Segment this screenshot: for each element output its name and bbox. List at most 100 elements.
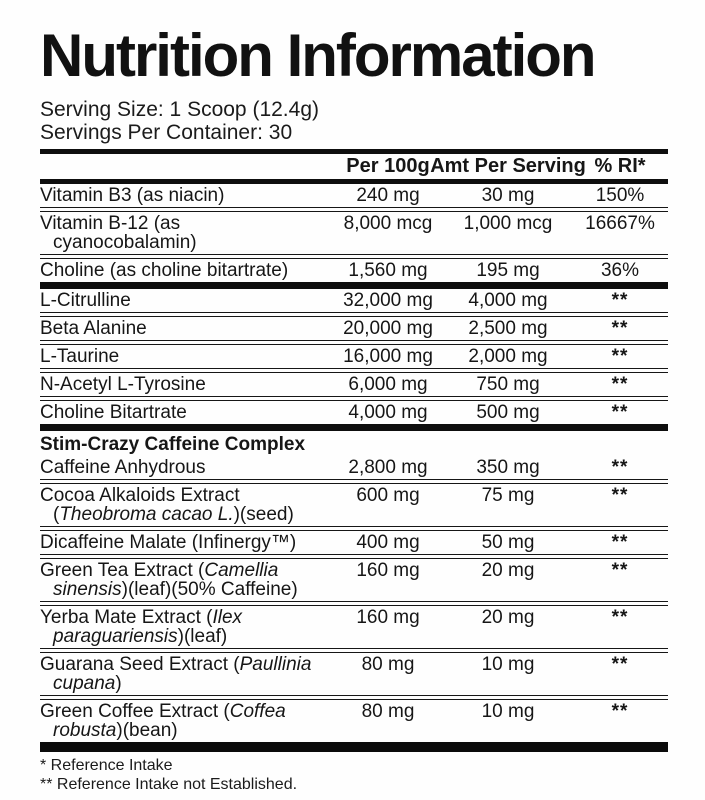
ingredient-name-text: )(leaf)	[177, 626, 228, 647]
ingredient-name: Green Tea Extract (Camellia sinensis)(lea…	[40, 561, 332, 599]
ingredient-name: L-Taurine	[40, 347, 332, 366]
ingredient-name-text: Green Coffee Extract (	[40, 701, 230, 722]
per-100g-value: 1,560 mg	[348, 260, 428, 281]
ri-value: **	[611, 485, 629, 506]
amt-per-serving-value: 75 mg	[481, 485, 535, 506]
ri-value: **	[611, 457, 629, 478]
table-row: Choline Bitartrate 4,000 mg 500 mg **	[40, 401, 668, 424]
row-separator	[40, 479, 668, 484]
ingredient-name-text: Choline (as choline bitartrate)	[40, 260, 289, 281]
table-row: Green Coffee Extract (Coffea robusta)(bea…	[40, 700, 668, 742]
column-header-amt-per-serving: Amt Per Serving	[430, 155, 586, 177]
per-100g-value: 2,800 mg	[348, 457, 428, 478]
row-separator	[40, 312, 668, 317]
row-separator	[40, 648, 668, 653]
column-header-ri: % RI*	[594, 155, 646, 177]
per-100g-value: 20,000 mg	[343, 318, 433, 339]
header-top-rule	[40, 149, 668, 154]
amt-per-serving-value: 750 mg	[476, 374, 540, 395]
ri-value: **	[611, 532, 629, 553]
ingredient-name-text: N-Acetyl L-Tyrosine	[40, 374, 206, 395]
ri-value: 36%	[600, 260, 640, 281]
ingredient-name: Cocoa Alkaloids Extract (Theobroma cacao …	[40, 486, 332, 524]
ri-value: **	[611, 318, 629, 339]
per-100g-value: 600 mg	[356, 485, 420, 506]
table-row: Yerba Mate Extract (Ilex paraguariensis)(…	[40, 606, 668, 648]
ingredient-botanical-name: cupana	[53, 673, 116, 694]
footnote-reference-intake: * Reference Intake	[40, 757, 173, 774]
ingredient-name: Vitamin B-12 (as cyanocobalamin)	[40, 214, 332, 252]
ingredient-name: Green Coffee Extract (Coffea robusta)(bea…	[40, 702, 332, 740]
row-separator	[40, 601, 668, 606]
per-100g-value: 160 mg	[356, 560, 420, 581]
section-bar	[40, 424, 668, 431]
table-row: L-Taurine 16,000 mg 2,000 mg **	[40, 345, 668, 368]
amt-per-serving-value: 500 mg	[476, 402, 540, 423]
ri-value: **	[611, 560, 629, 581]
row-separator	[40, 254, 668, 259]
amt-per-serving-value: 4,000 mg	[468, 290, 548, 311]
serving-size: Serving Size: 1 Scoop (12.4g)	[40, 98, 319, 121]
amt-per-serving-value: 10 mg	[481, 701, 535, 722]
ingredient-name: Choline Bitartrate	[40, 403, 332, 422]
per-100g-value: 16,000 mg	[343, 346, 433, 367]
amt-per-serving-value: 10 mg	[481, 654, 535, 675]
ingredient-name-text: )(bean)	[116, 720, 178, 741]
amt-per-serving-value: 195 mg	[476, 260, 540, 281]
row-separator	[40, 526, 668, 531]
per-100g-value: 240 mg	[356, 185, 420, 206]
ingredient-name-text: cyanocobalamin)	[53, 232, 197, 253]
ingredient-name-text: Guarana Seed Extract (	[40, 654, 240, 675]
ingredient-name-text: Green Tea Extract (	[40, 560, 205, 581]
ingredient-name-text: L-Taurine	[40, 346, 120, 367]
ri-value: **	[611, 607, 629, 628]
table-row: Dicaffeine Malate (Infinergy™) 400 mg 50 m…	[40, 531, 668, 554]
per-100g-value: 4,000 mg	[348, 402, 428, 423]
ri-value: **	[611, 402, 629, 423]
ingredient-botanical-name: Theobroma cacao L.	[59, 504, 234, 525]
table-row: Choline (as choline bitartrate) 1,560 mg 1…	[40, 259, 668, 282]
bottom-bar	[40, 742, 668, 752]
row-separator	[40, 554, 668, 559]
ingredient-name-text: (	[53, 504, 60, 525]
per-100g-value: 80 mg	[361, 701, 415, 722]
amt-per-serving-value: 20 mg	[481, 560, 535, 581]
ri-value: **	[611, 290, 629, 311]
ingredient-botanical-name: Paullinia	[239, 654, 312, 675]
table-row: Cocoa Alkaloids Extract (Theobroma cacao …	[40, 484, 668, 526]
row-separator	[40, 207, 668, 212]
ingredient-name: Choline (as choline bitartrate)	[40, 261, 332, 280]
row-separator	[40, 340, 668, 345]
column-header-per-100g: Per 100g	[346, 155, 430, 177]
ingredient-name-text: L-Citrulline	[40, 290, 131, 311]
section-bar	[40, 282, 668, 289]
per-100g-value: 400 mg	[356, 532, 420, 553]
ingredient-name: Dicaffeine Malate (Infinergy™)	[40, 533, 332, 552]
ingredient-name: Beta Alanine	[40, 319, 332, 338]
section-heading: Stim-Crazy Caffeine Complex	[40, 434, 306, 455]
table-row: Vitamin B-12 (as cyanocobalamin) 8,000 mcg…	[40, 212, 668, 254]
table-row: Guarana Seed Extract (Paullinia cupana) 80…	[40, 653, 668, 695]
ingredient-name: L-Citrulline	[40, 291, 332, 310]
row-separator	[40, 695, 668, 700]
servings-per-container: Servings Per Container: 30	[40, 121, 293, 144]
footnotes: * Reference Intake ** Reference Intake n…	[40, 756, 668, 794]
ingredient-name-text: )	[115, 673, 122, 694]
ingredient-name-text: Vitamin B-12 (as	[40, 213, 181, 234]
table-row: Caffeine Anhydrous 2,800 mg 350 mg **	[40, 456, 668, 479]
ingredient-name: Yerba Mate Extract (Ilex paraguariensis)(…	[40, 608, 332, 646]
per-100g-value: 8,000 mcg	[343, 213, 433, 234]
ingredient-name-text: Caffeine Anhydrous	[40, 457, 206, 478]
amt-per-serving-value: 2,500 mg	[468, 318, 548, 339]
page-title: Nutrition Information	[40, 22, 597, 89]
ingredient-botanical-name: Camellia	[204, 560, 279, 581]
table-header: Per 100g Amt Per Serving % RI*	[40, 154, 668, 179]
table-body: Vitamin B3 (as niacin) 240 mg 30 mg 150% Vit…	[40, 184, 668, 752]
table-row: L-Citrulline 32,000 mg 4,000 mg **	[40, 289, 668, 312]
amt-per-serving-value: 350 mg	[476, 457, 540, 478]
amt-per-serving-value: 1,000 mcg	[463, 213, 553, 234]
ingredient-name-text: Vitamin B3 (as niacin)	[40, 185, 225, 206]
ri-value: 16667%	[585, 213, 655, 234]
ingredient-name: Guarana Seed Extract (Paullinia cupana)	[40, 655, 332, 693]
ingredient-name: Caffeine Anhydrous	[40, 458, 332, 477]
